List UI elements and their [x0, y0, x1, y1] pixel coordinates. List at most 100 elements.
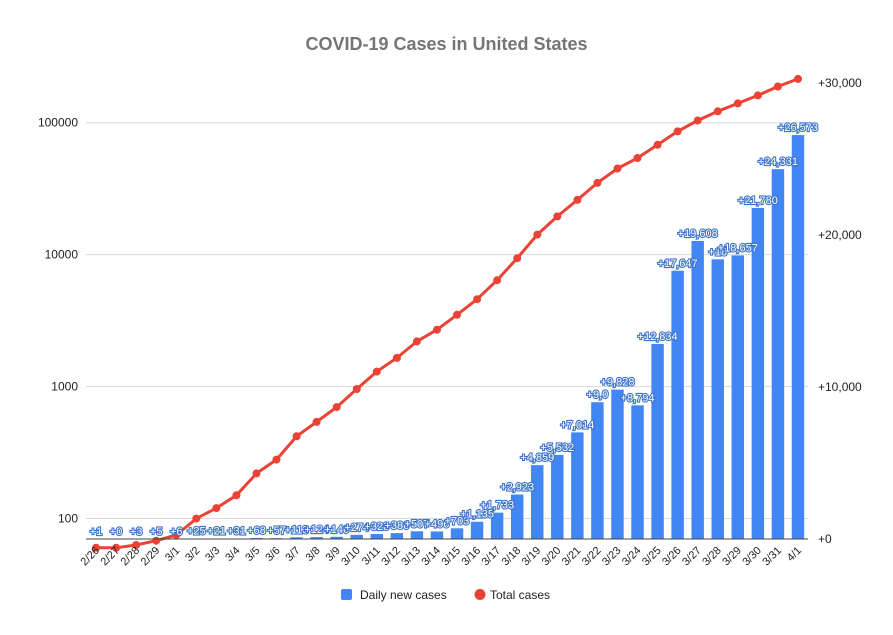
x-axis-tick-label: 3/17 [480, 545, 504, 569]
x-axis-tick-label: 3/28 [700, 545, 724, 569]
legend-swatch-total-cases [474, 589, 486, 600]
legend-label-total-cases: Total cases [490, 588, 550, 602]
bar-daily-new-cases [450, 528, 464, 539]
data-label-daily-new-cases: +21,780 [738, 195, 778, 207]
left-axis-tick-label: 100 [58, 512, 78, 526]
bar-daily-new-cases [691, 240, 704, 539]
x-axis-tick-label: 3/25 [640, 545, 664, 569]
x-axis-tick-label: 3/26 [660, 545, 684, 569]
bar-daily-new-cases [551, 454, 564, 539]
bar-daily-new-cases [611, 389, 624, 539]
bar-daily-new-cases [631, 405, 644, 539]
bar-daily-new-cases [290, 537, 303, 539]
x-axis-tick-label: 4/1 [785, 545, 804, 564]
point-total-cases [232, 491, 241, 500]
point-total-cases [172, 531, 181, 539]
x-axis-tick-label: 3/27 [680, 545, 704, 569]
x-axis-tick-label: 3/23 [600, 545, 624, 569]
data-label-daily-new-cases: +12,834 [638, 331, 678, 343]
data-label-daily-new-cases: +31 [227, 526, 246, 538]
data-label-daily-new-cases: +25 [187, 526, 206, 538]
x-axis-tick-label: 3/10 [339, 545, 363, 569]
bar-daily-new-cases [490, 512, 504, 539]
bar-daily-new-cases [470, 521, 484, 539]
x-axis-tick-label: 3/14 [419, 545, 443, 569]
label-layer: +1 +0 +3 +5 +6 +25 +21 +31 +68 +57+113+124+146+27… [89, 121, 819, 539]
point-total-cases [553, 212, 562, 221]
bar-daily-new-cases [671, 270, 684, 539]
point-total-cases [693, 116, 702, 125]
bar-daily-new-cases [591, 402, 604, 539]
bar-daily-new-cases [571, 432, 584, 539]
bar-daily-new-cases [350, 534, 363, 539]
x-axis-tick-label: 3/6 [263, 545, 282, 564]
x-axis-tick-label: 3/19 [520, 545, 544, 569]
bar-daily-new-cases [390, 533, 404, 539]
x-axis-tick-label: 3/31 [760, 545, 784, 569]
point-total-cases [352, 385, 361, 393]
bar-daily-new-cases [430, 531, 444, 539]
bar-daily-new-cases [330, 536, 343, 539]
bar-daily-new-cases [410, 531, 424, 539]
bar-daily-new-cases [310, 537, 323, 539]
chart-title: COVID-19 Cases in United States [305, 34, 587, 54]
point-total-cases [753, 91, 762, 100]
x-axis-tick-label: 3/29 [720, 545, 744, 569]
data-label-daily-new-cases: +1 [90, 526, 103, 538]
bar-daily-new-cases [250, 537, 263, 539]
x-axis-tick-label: 3/21 [560, 545, 584, 569]
legend-swatch-daily-new-cases [341, 589, 352, 600]
point-total-cases [112, 543, 121, 552]
data-label-daily-new-cases: +113 [285, 524, 309, 536]
data-label-daily-new-cases: +68 [247, 525, 266, 537]
point-total-cases [92, 543, 100, 552]
x-axis-tick-label: 3/7 [283, 545, 302, 564]
point-total-cases [332, 403, 341, 412]
right-axis-tick-label: +10,000 [818, 380, 862, 394]
data-label-daily-new-cases: +17,647 [658, 258, 698, 270]
point-total-cases [713, 107, 722, 116]
data-label-daily-new-cases: +9,828 [600, 377, 634, 389]
x-axis-tick-label: 3/18 [500, 545, 524, 569]
data-label-daily-new-cases: +328 [364, 521, 389, 533]
data-label-daily-new-cases: +57 [267, 525, 286, 537]
data-label-daily-new-cases: +124 [304, 524, 329, 536]
x-axis-tick-label: 3/20 [540, 545, 564, 569]
point-total-cases [473, 295, 482, 304]
data-label-daily-new-cases: +1,135 [460, 509, 494, 521]
point-total-cases [533, 230, 542, 239]
x-axis-tick-label: 3/5 [243, 545, 262, 564]
data-label-daily-new-cases: +4,859 [520, 452, 554, 464]
bar-daily-new-cases [711, 259, 724, 539]
left-axis-tick-label: 1000 [51, 380, 78, 394]
bar-daily-new-cases [510, 494, 524, 539]
data-label-daily-new-cases: +9,0 [587, 389, 609, 401]
data-label-daily-new-cases: +274 [344, 522, 369, 534]
line-layer [92, 74, 802, 552]
x-axis-tick-label: 3/12 [379, 545, 403, 569]
legend-label-daily-new-cases: Daily new cases [360, 588, 447, 602]
bar-layer [89, 135, 805, 539]
data-label-daily-new-cases: +8,794 [621, 392, 655, 404]
left-axis-tick-label: 100000 [38, 116, 78, 130]
x-axis-tick-label: 3/13 [399, 545, 423, 569]
bar-daily-new-cases [731, 255, 745, 539]
data-label-daily-new-cases: +18,657 [718, 242, 758, 254]
x-axis-tick-label: 3/15 [440, 545, 464, 569]
bar-daily-new-cases [531, 465, 544, 539]
legend: Daily new cases Total cases [341, 588, 550, 602]
data-label-daily-new-cases: +2,923 [500, 482, 534, 494]
x-axis-tick-label: 3/11 [360, 545, 383, 568]
point-total-cases [192, 514, 201, 523]
x-axis-tick-label: 3/16 [460, 545, 484, 569]
right-axis-tick-label: +20,000 [818, 228, 862, 242]
x-axis-tick-label: 3/22 [580, 545, 604, 569]
point-total-cases [392, 353, 401, 362]
data-label-daily-new-cases: +18 [708, 246, 727, 258]
bar-daily-new-cases [370, 534, 384, 539]
bar-daily-new-cases [791, 135, 805, 539]
data-label-daily-new-cases: +21 [207, 526, 226, 538]
point-total-cases [633, 154, 642, 162]
